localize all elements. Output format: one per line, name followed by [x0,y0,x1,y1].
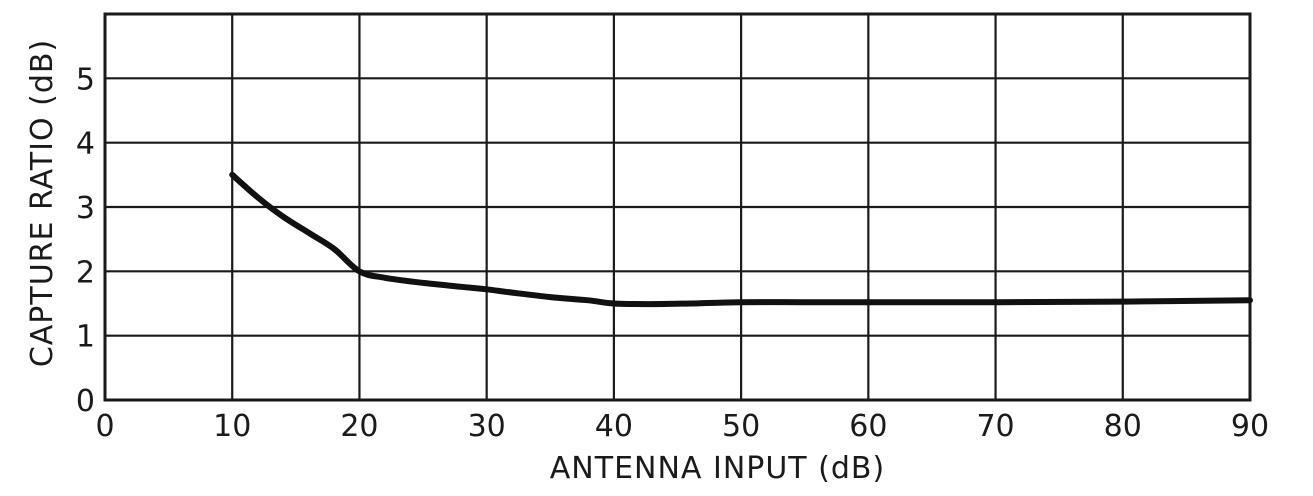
x-tick-label: 60 [849,409,887,444]
x-tick-label: 40 [595,409,633,444]
x-tick-label: 0 [95,409,114,444]
x-tick-label: 80 [1104,409,1142,444]
y-tick-label: 0 [76,384,95,419]
y-tick-label: 2 [76,255,95,290]
y-axis-ticks: 0 1 2 3 4 5 [76,62,95,419]
plot-frame [103,12,1252,402]
y-tick-label: 5 [76,62,95,97]
x-axis-label: ANTENNA INPUT (dB) [550,451,885,486]
x-axis-ticks: 0 10 20 30 40 50 60 70 80 90 [95,409,1269,444]
x-tick-label: 90 [1231,409,1269,444]
series-group [229,171,1253,308]
y-tick-label: 1 [76,320,95,355]
y-axis-label: CAPTURE RATIO (dB) [25,39,60,367]
y-tick-label: 3 [76,191,95,226]
x-tick-label: 30 [468,409,506,444]
y-tick-label: 4 [76,127,95,162]
x-tick-label: 20 [340,409,378,444]
capture-ratio-series-line [229,171,1253,308]
x-tick-label: 70 [976,409,1014,444]
grid [105,14,1250,400]
x-tick-label: 50 [722,409,760,444]
x-tick-label: 10 [213,409,251,444]
